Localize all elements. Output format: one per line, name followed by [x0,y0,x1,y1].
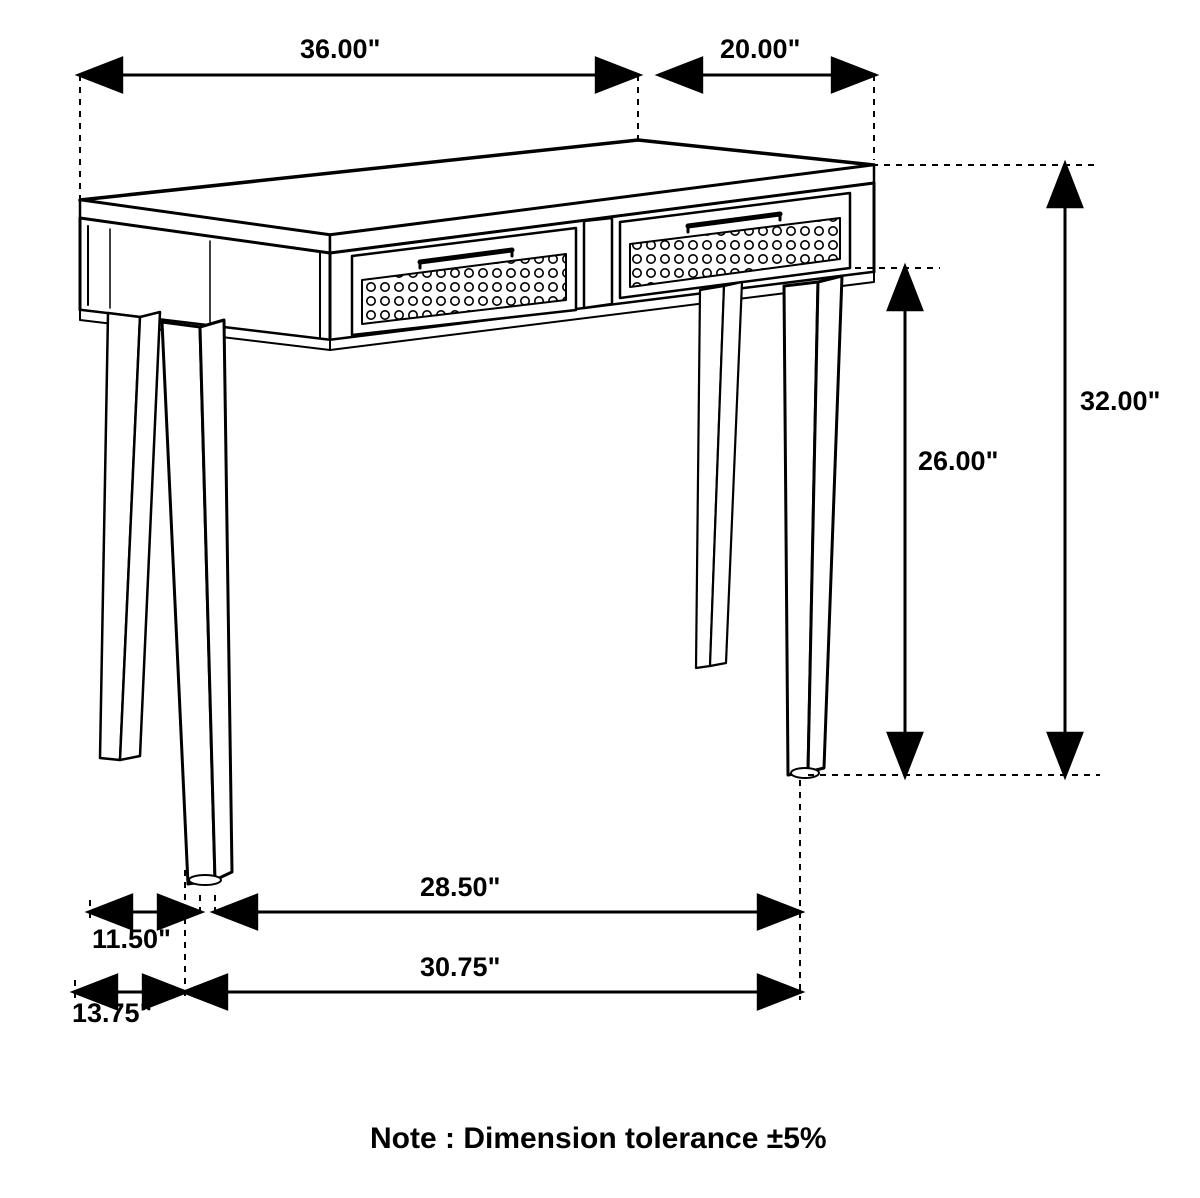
diagram-svg [0,0,1200,1198]
label-height-overall: 32.00" [1080,386,1160,417]
label-top-depth: 20.00" [720,34,800,65]
label-height-legs: 26.00" [918,446,998,477]
dimension-diagram: 36.00" 20.00" 32.00" 26.00" 28.50" 30.75… [0,0,1200,1198]
leg-back-right [696,282,742,668]
label-front-outer: 30.75" [420,952,500,983]
center-stile [584,218,612,308]
tolerance-note: Note : Dimension tolerance ±5% [370,1122,827,1156]
table-drawing [80,140,874,885]
leg-front-right [784,276,842,778]
label-top-width: 36.00" [300,34,380,65]
label-side-inner: 11.50" [92,924,171,955]
label-side-outer: 13.75" [72,998,152,1029]
leg-front-left [162,320,232,885]
label-front-inner: 28.50" [420,872,500,903]
leg-back-left [100,312,160,760]
